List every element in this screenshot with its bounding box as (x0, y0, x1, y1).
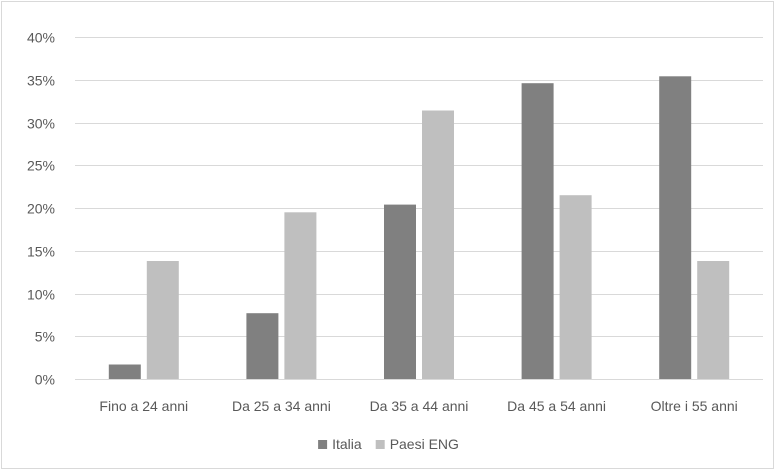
bar-italia (108, 364, 141, 379)
y-tick-label: 10% (27, 287, 55, 303)
x-category-label: Oltre i 55 anni (651, 398, 738, 414)
y-tick-label: 20% (27, 201, 55, 217)
x-category-label: Da 35 a 44 anni (370, 398, 469, 414)
y-tick-label: 35% (27, 73, 55, 89)
bar-italia (246, 313, 279, 379)
bar-italia (659, 76, 692, 380)
legend: Italia Paesi ENG (318, 436, 459, 452)
y-tick-label: 30% (27, 116, 55, 132)
bar-paesi-eng (559, 195, 592, 379)
x-axis-labels: Fino a 24 anni Da 25 a 34 anni Da 35 a 44 … (99, 398, 737, 414)
x-category-label: Da 25 a 34 anni (232, 398, 331, 414)
y-tick-label: 25% (27, 158, 55, 174)
bar-paesi-eng (146, 261, 179, 379)
y-tick-label: 40% (27, 30, 55, 46)
gridlines (75, 37, 763, 337)
legend-swatch-italia (318, 440, 328, 449)
y-axis-ticks: 0% 5% 10% 15% 20% 25% 30% 35% 40% (27, 30, 55, 388)
bar-paesi-eng (422, 110, 454, 379)
x-category-label: Da 45 a 54 anni (507, 398, 606, 414)
legend-swatch-paesi-eng (375, 440, 385, 449)
bar-italia (521, 83, 554, 379)
bars (108, 76, 730, 380)
x-category-label: Fino a 24 anni (99, 398, 188, 414)
bar-italia (384, 204, 416, 379)
legend-label-italia: Italia (332, 436, 362, 452)
bar-paesi-eng (284, 212, 317, 379)
y-tick-label: 5% (35, 329, 55, 345)
bar-paesi-eng (697, 261, 730, 379)
y-tick-label: 15% (27, 244, 55, 260)
y-tick-label: 0% (35, 372, 55, 388)
legend-label-paesi-eng: Paesi ENG (390, 436, 459, 452)
